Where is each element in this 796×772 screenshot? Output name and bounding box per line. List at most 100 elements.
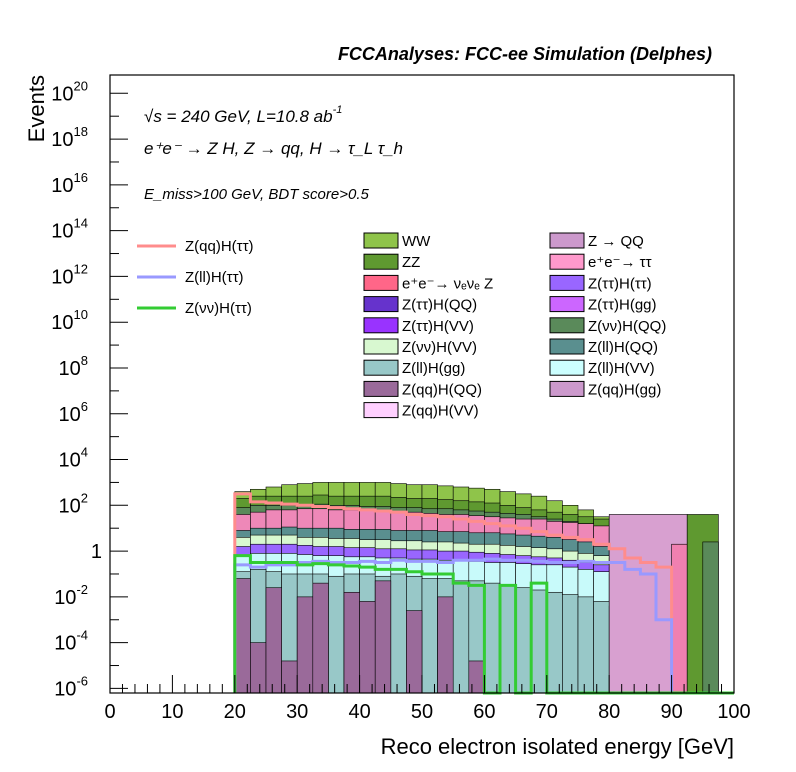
y-tick-label: 106: [59, 399, 88, 426]
energy-annotation: √s = 240 GeV, L=10.8 ab-1: [144, 104, 342, 126]
tail-bar: [702, 541, 719, 694]
y-tick-label: 10-4: [54, 628, 88, 655]
legend-label: ZZ: [402, 254, 420, 271]
legend-line-label: Z(ll)H(ττ): [185, 269, 244, 286]
bar: [562, 594, 579, 694]
legend-label: Z(ll)H(VV): [588, 360, 655, 377]
legend-swatch: [363, 232, 399, 249]
x-tick-label: 90: [660, 701, 682, 723]
bar: [406, 610, 423, 694]
legend-label: Z(νν)H(QQ): [588, 318, 666, 335]
layer-9: [234, 578, 485, 694]
y-tick-label: 1018: [51, 124, 88, 151]
bar: [281, 660, 298, 694]
y-tick-label: 1010: [51, 307, 88, 334]
y-tick-label: 1020: [51, 78, 88, 105]
legend-label: Z(qq)H(VV): [402, 403, 479, 420]
x-tick-label: 0: [104, 701, 115, 723]
y-axis-title: Events: [24, 75, 49, 142]
legend-swatch: [363, 359, 399, 376]
legend-label: Z(ττ)H(gg): [588, 297, 657, 314]
y-tick-label: 1012: [51, 261, 88, 288]
legend-swatch: [363, 317, 399, 334]
legend-swatch: [549, 359, 585, 376]
bar: [577, 596, 594, 694]
tail-bar: [671, 543, 688, 694]
legend-label: Z(ll)H(gg): [402, 360, 465, 377]
legend-swatch: [363, 402, 399, 419]
bar: [296, 596, 314, 694]
y-tick-label: 10-6: [54, 673, 88, 700]
bar: [515, 587, 532, 694]
x-tick-label: 20: [224, 701, 246, 723]
x-tick-label: 80: [598, 701, 620, 723]
legend-line-label: Z(νν)H(ττ): [185, 300, 252, 317]
legend-swatch: [363, 253, 399, 270]
legend-swatch: [549, 296, 585, 313]
x-tick-label: 30: [286, 701, 308, 723]
legend-swatch: [549, 232, 585, 249]
stacked-histograms: [234, 482, 719, 694]
legend-swatch: [363, 274, 399, 291]
legend-label: Z(qq)H(QQ): [402, 381, 482, 398]
legend-line-label: Z(qq)H(ττ): [185, 238, 254, 255]
bar: [484, 582, 501, 694]
legend-label: Z(ll)H(QQ): [588, 339, 658, 356]
bar: [390, 573, 407, 694]
annotation-block: √s = 240 GeV, L=10.8 ab-1 e⁺e⁻ → Z H, Z …: [144, 104, 403, 203]
x-tick-label: 60: [473, 701, 495, 723]
legend-swatch: [363, 380, 399, 397]
bar: [359, 601, 376, 694]
legend-label: Z(ττ)H(VV): [402, 318, 474, 335]
signal-legend: Z(qq)H(ττ) Z(ll)H(ττ) Z(νν)H(ττ): [137, 238, 254, 317]
y-tick-label: 1: [91, 541, 102, 563]
bar: [234, 578, 251, 694]
legend-swatch: [549, 317, 585, 334]
legend-label: e⁺e⁻→ νₑνₑ Z: [402, 275, 493, 292]
bar: [312, 582, 329, 694]
legend-label: Z(ττ)H(QQ): [402, 297, 477, 314]
background-legend-col1: WW ZZ e⁺e⁻→ νₑνₑ Z Z(ττ)H(QQ) Z(ττ)H(VV) Z(νν…: [363, 232, 493, 420]
legend-label: Z → QQ: [588, 233, 644, 250]
bar: [593, 601, 610, 694]
y-tick-label: 10-2: [54, 582, 88, 609]
plot-area: 0 10 20 30 40 50 60 70 80 90 100 10201018101610141…: [51, 74, 751, 723]
y-tick-label: 102: [59, 490, 88, 517]
bar: [452, 580, 470, 694]
legend-label: WW: [402, 233, 431, 250]
legend-swatch: [549, 253, 585, 270]
bar: [343, 591, 360, 694]
bar: [468, 660, 485, 694]
x-axis-title: Reco electron isolated energy [GeV]: [381, 734, 734, 759]
x-tick-label: 50: [411, 701, 433, 723]
y-tick-label: 108: [59, 353, 88, 380]
bar: [421, 578, 438, 694]
x-tick-label: 100: [717, 701, 750, 723]
background-legend-col2: Z → QQ e⁺e⁻→ ττ Z(ττ)H(ττ) Z(ττ)H(gg) Z(νν)H…: [549, 232, 666, 398]
bar: [499, 585, 516, 694]
x-tick-label: 40: [348, 701, 370, 723]
x-tick-label: 70: [536, 701, 558, 723]
bar: [546, 591, 563, 694]
x-axis-ticks: 0 10 20 30 40 50 60 70 80 90 100: [104, 675, 751, 723]
selection-annotation: E_miss>100 GeV, BDT score>0.5: [144, 186, 369, 203]
legend-label: Z(ττ)H(ττ): [588, 275, 652, 292]
series-line: [233, 492, 734, 695]
legend-label: Z(νν)H(VV): [402, 339, 477, 356]
legend-swatch: [549, 380, 585, 397]
bar: [374, 580, 392, 694]
bar: [250, 642, 267, 694]
legend-swatch: [363, 338, 399, 355]
legend-swatch: [363, 296, 399, 313]
y-axis-ticks: 102010181016101410121010108106104102110-…: [51, 78, 128, 700]
process-annotation: e⁺e⁻ → Z H, Z → qq, H → τ_L τ_h: [144, 139, 403, 158]
legend-swatch: [549, 274, 585, 291]
bar: [328, 575, 345, 694]
x-tick-label: 10: [161, 701, 183, 723]
y-tick-label: 104: [59, 445, 88, 472]
bar: [530, 589, 548, 694]
legend-swatch: [549, 338, 585, 355]
legend-label: Z(qq)H(gg): [588, 381, 661, 398]
legend-label: e⁺e⁻→ ττ: [588, 254, 652, 271]
